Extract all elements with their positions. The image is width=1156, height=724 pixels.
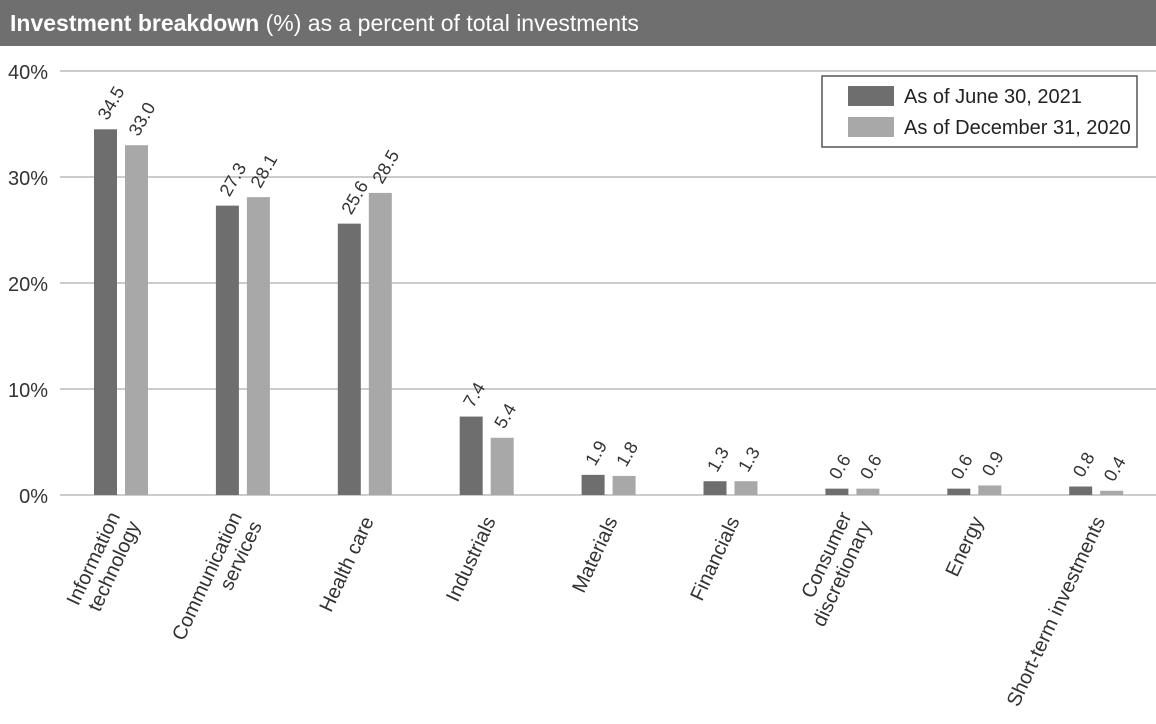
bar-jun-2021 [94,129,117,496]
x-tick-line: Short-term investments [1003,513,1110,710]
bar-jun-2021 [1069,486,1093,495]
x-tick-label: Energy [942,513,989,580]
bar-jun-2021 [947,488,971,495]
y-tick-label: 30% [8,168,48,190]
bar-dec-2020 [368,192,392,495]
bar-dec-2020 [734,481,758,495]
data-label: 25.6 [337,177,372,217]
bars [94,129,1124,496]
data-label: 1.9 [581,437,611,469]
bar-jun-2021 [581,474,605,495]
legend-label-dec-2020: As of December 31, 2020 [904,117,1131,139]
y-tick-label: 10% [8,380,48,402]
data-label: 0.6 [825,451,855,483]
y-axis-ticks: 0% 10% 20% 30% 40% [8,62,48,508]
x-tick-label: Financials [686,513,744,604]
data-label: 0.9 [978,448,1008,480]
data-label: 1.8 [612,438,642,470]
data-label: 0.4 [1100,453,1130,485]
x-tick-label: Short-term investments [1003,513,1110,710]
bar-jun-2021 [215,205,239,495]
data-label: 1.3 [703,444,733,476]
bar-jun-2021 [703,481,727,495]
legend-swatch-jun-2021 [848,86,894,106]
x-tick-line: Financials [686,513,744,604]
data-label: 27.3 [216,159,251,199]
data-label: 0.6 [856,451,886,483]
bar-dec-2020 [1100,490,1124,495]
bar-dec-2020 [246,197,270,495]
x-tick-line: Energy [942,513,989,580]
bar-jun-2021 [825,488,849,495]
bar-jun-2021 [459,416,483,495]
data-label: 1.3 [734,444,764,476]
chart-title-bold: Investment breakdown [10,10,260,36]
bar-dec-2020 [978,485,1002,495]
bar-jun-2021 [337,223,361,495]
y-tick-label: 40% [8,62,48,84]
data-label: 28.5 [368,147,403,187]
data-label: 0.6 [947,451,977,483]
bar-dec-2020 [612,475,636,495]
data-label: 7.4 [459,379,489,411]
legend-label-jun-2021: As of June 30, 2021 [904,86,1082,108]
x-tick-line: Industrials [442,513,500,605]
bar-dec-2020 [125,145,148,495]
bar-dec-2020 [856,488,880,495]
x-tick-label: Materials [568,513,622,596]
x-tick-label: Health care [316,513,379,615]
legend-swatch-dec-2020 [848,117,894,137]
chart-title-rest: (%) as a percent of total investments [259,10,639,36]
data-label: 0.8 [1069,449,1099,481]
grid-lines [60,70,1156,496]
chart-title: Investment breakdown (%) as a percent of… [0,0,1156,46]
data-label: 34.5 [94,83,129,123]
y-tick-label: 20% [8,274,48,296]
x-tick-line: Health care [316,513,379,615]
legend: As of June 30, 2021 As of December 31, 20… [821,75,1138,148]
y-tick-label: 0% [19,486,48,508]
x-tick-label: Industrials [442,513,500,605]
data-label: 28.1 [247,151,282,191]
bar-dec-2020 [490,437,514,495]
x-tick-line: Materials [568,513,622,596]
data-label: 5.4 [490,400,520,432]
data-label: 33.0 [125,99,160,139]
